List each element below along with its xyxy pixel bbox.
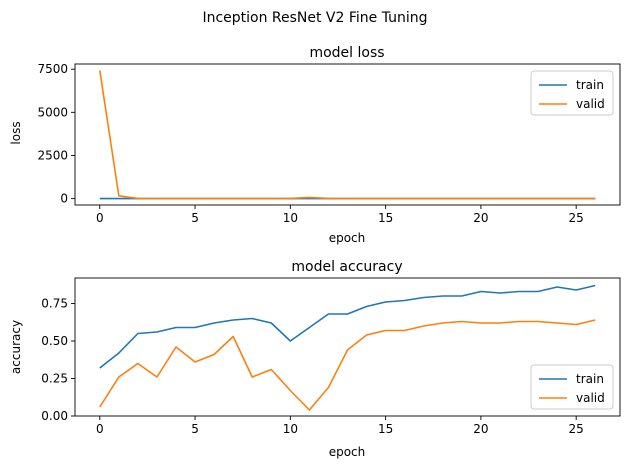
figure-suptitle: Inception ResNet V2 Fine Tuning	[202, 10, 427, 26]
accuracy-x-axis-label: epoch	[329, 445, 366, 459]
accuracy-y-tick-label: 0.75	[41, 297, 68, 311]
accuracy-legend-label-valid: valid	[576, 391, 605, 405]
loss-axes-frame	[74, 63, 621, 206]
loss-x-tick-label: 5	[191, 211, 199, 225]
loss-series-valid-line	[98, 70, 596, 200]
accuracy-y-tick-label: 0.00	[41, 409, 68, 423]
accuracy-y-tick-label: 0.50	[41, 334, 68, 348]
loss-x-tick-label: 0	[96, 211, 104, 225]
accuracy-series-train-line	[99, 284, 596, 369]
loss-x-tick-label: 10	[283, 211, 298, 225]
loss-y-tick-label: 0	[60, 192, 68, 206]
loss-legend-label-train: train	[576, 78, 604, 92]
loss-x-tick-label: 25	[569, 211, 584, 225]
accuracy-x-tick-label: 5	[191, 422, 199, 436]
accuracy-x-tick-label: 15	[378, 422, 393, 436]
accuracy-legend: train valid	[530, 364, 614, 410]
accuracy-y-tick-label: 0.25	[41, 372, 68, 386]
loss-legend-label-valid: valid	[576, 97, 605, 111]
loss-legend: train valid	[530, 70, 614, 116]
accuracy-series-valid-line	[99, 319, 596, 411]
accuracy-legend-label-train: train	[576, 372, 604, 386]
loss-x-axis-label: epoch	[329, 231, 366, 245]
accuracy-x-tick-label: 0	[96, 422, 104, 436]
loss-panel: model loss epoch loss 0 5 10 15 20 25 0 2500 500…	[9, 45, 621, 245]
accuracy-panel: model accuracy epoch accuracy 0 5 10 15 20 25…	[9, 259, 621, 459]
accuracy-x-tick-label: 10	[283, 422, 298, 436]
accuracy-x-tick-label: 25	[569, 422, 584, 436]
loss-x-tick-label: 15	[378, 211, 393, 225]
loss-y-tick-label: 7500	[37, 62, 68, 76]
loss-y-tick-label: 5000	[37, 105, 68, 119]
loss-x-tick-label: 20	[473, 211, 488, 225]
accuracy-chart-title: model accuracy	[291, 259, 402, 275]
loss-chart-title: model loss	[309, 45, 384, 61]
loss-y-axis-label: loss	[9, 121, 23, 144]
accuracy-x-tick-label: 20	[473, 422, 488, 436]
accuracy-axes-frame	[74, 277, 621, 417]
loss-y-tick-label: 2500	[37, 148, 68, 162]
accuracy-y-axis-label: accuracy	[9, 320, 23, 374]
